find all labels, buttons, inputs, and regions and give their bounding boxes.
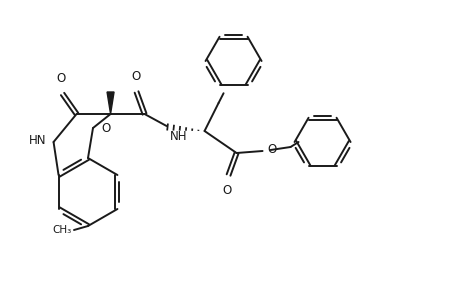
Text: CH₃: CH₃ bbox=[53, 225, 72, 235]
Text: NH: NH bbox=[169, 130, 187, 143]
Text: O: O bbox=[56, 72, 65, 85]
Polygon shape bbox=[107, 92, 114, 114]
Text: O: O bbox=[267, 142, 276, 155]
Text: HN: HN bbox=[29, 134, 46, 146]
Text: O: O bbox=[221, 184, 231, 197]
Text: O: O bbox=[131, 70, 140, 83]
Text: O: O bbox=[101, 122, 110, 134]
